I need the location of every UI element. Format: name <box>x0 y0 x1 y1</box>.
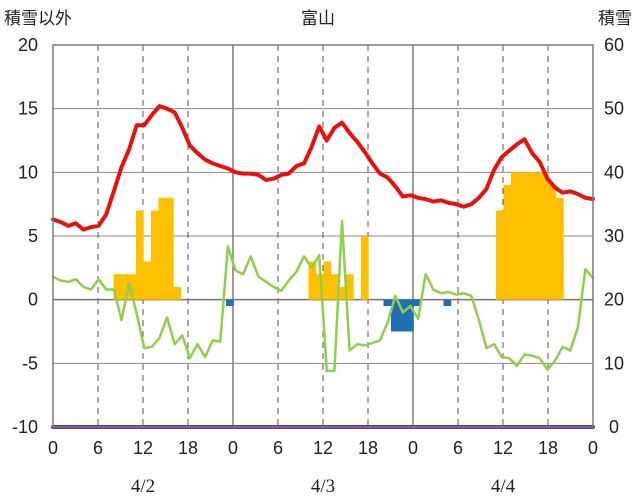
bar <box>331 274 339 300</box>
series-line <box>51 219 595 373</box>
x-tick: 6 <box>93 438 103 458</box>
bars <box>113 172 564 332</box>
y-tick-right: 50 <box>604 99 624 119</box>
x-tick: 0 <box>588 438 598 458</box>
bar <box>518 172 527 300</box>
x-tick: 0 <box>48 438 58 458</box>
bar <box>128 274 137 300</box>
bar <box>308 261 317 300</box>
bar <box>533 172 542 300</box>
y-tick-right: 40 <box>604 162 624 182</box>
x-tick: 12 <box>313 438 333 458</box>
x-ticks: 0 6 12 18 0 6 12 18 0 6 12 18 0 <box>48 438 598 458</box>
bar <box>173 286 182 300</box>
date-label: 4/2 <box>131 476 155 497</box>
y-tick-left: 20 <box>18 35 38 55</box>
y-tick-left: -5 <box>22 353 38 373</box>
date-labels: 4/2 4/3 4/4 <box>131 476 516 497</box>
bar <box>338 286 347 300</box>
bar <box>556 197 564 300</box>
y-tick-left: 15 <box>18 99 38 119</box>
plot-frame <box>52 44 594 428</box>
bar <box>383 299 392 307</box>
y-tick-right: 10 <box>604 353 624 373</box>
x-tick: 18 <box>178 438 198 458</box>
y-tick-left: -10 <box>12 417 38 437</box>
bar <box>391 299 399 332</box>
bar <box>548 185 557 300</box>
y-tick-right: 60 <box>604 35 624 55</box>
bar <box>346 274 354 300</box>
bar <box>316 274 324 300</box>
chart-title: 富山 <box>301 9 335 29</box>
bar <box>323 261 332 300</box>
x-tick: 18 <box>538 438 558 458</box>
series-line <box>51 104 595 232</box>
bar <box>136 210 144 300</box>
x-tick: 12 <box>493 438 513 458</box>
x-tick: 18 <box>358 438 378 458</box>
bar <box>443 299 452 307</box>
bar <box>121 274 129 300</box>
y-tick-right: 30 <box>604 226 624 246</box>
bar <box>503 185 512 300</box>
x-tick: 12 <box>133 438 153 458</box>
date-label: 4/4 <box>491 476 516 497</box>
right-y-ticks: 60 50 40 30 20 10 0 <box>604 35 624 437</box>
bar <box>406 299 414 332</box>
x-tick: 6 <box>453 438 463 458</box>
bar <box>413 299 422 307</box>
bar <box>496 210 504 300</box>
date-label: 4/3 <box>311 476 335 497</box>
bar <box>143 261 152 300</box>
bar <box>398 299 407 332</box>
bar <box>541 172 549 300</box>
bar <box>226 299 234 307</box>
y-tick-left: 10 <box>18 162 38 182</box>
x-tick: 0 <box>408 438 418 458</box>
bar <box>511 172 519 300</box>
bar <box>113 274 122 300</box>
y-tick-right: 20 <box>604 290 624 310</box>
left-axis-label: 積雪以外 <box>4 9 72 29</box>
y-tick-left: 5 <box>28 226 38 246</box>
y-tick-left: 0 <box>28 290 38 310</box>
plot-border <box>52 44 594 428</box>
bar <box>526 172 534 300</box>
x-tick: 0 <box>228 438 238 458</box>
bar <box>361 236 369 300</box>
right-axis-label: 積雪 <box>598 9 632 29</box>
bar <box>151 210 159 300</box>
y-tick-right: 0 <box>609 417 619 437</box>
left-y-ticks: 20 15 10 5 0 -5 -10 <box>12 35 38 437</box>
x-tick: 6 <box>273 438 283 458</box>
bar <box>158 197 167 300</box>
bar <box>166 197 174 300</box>
